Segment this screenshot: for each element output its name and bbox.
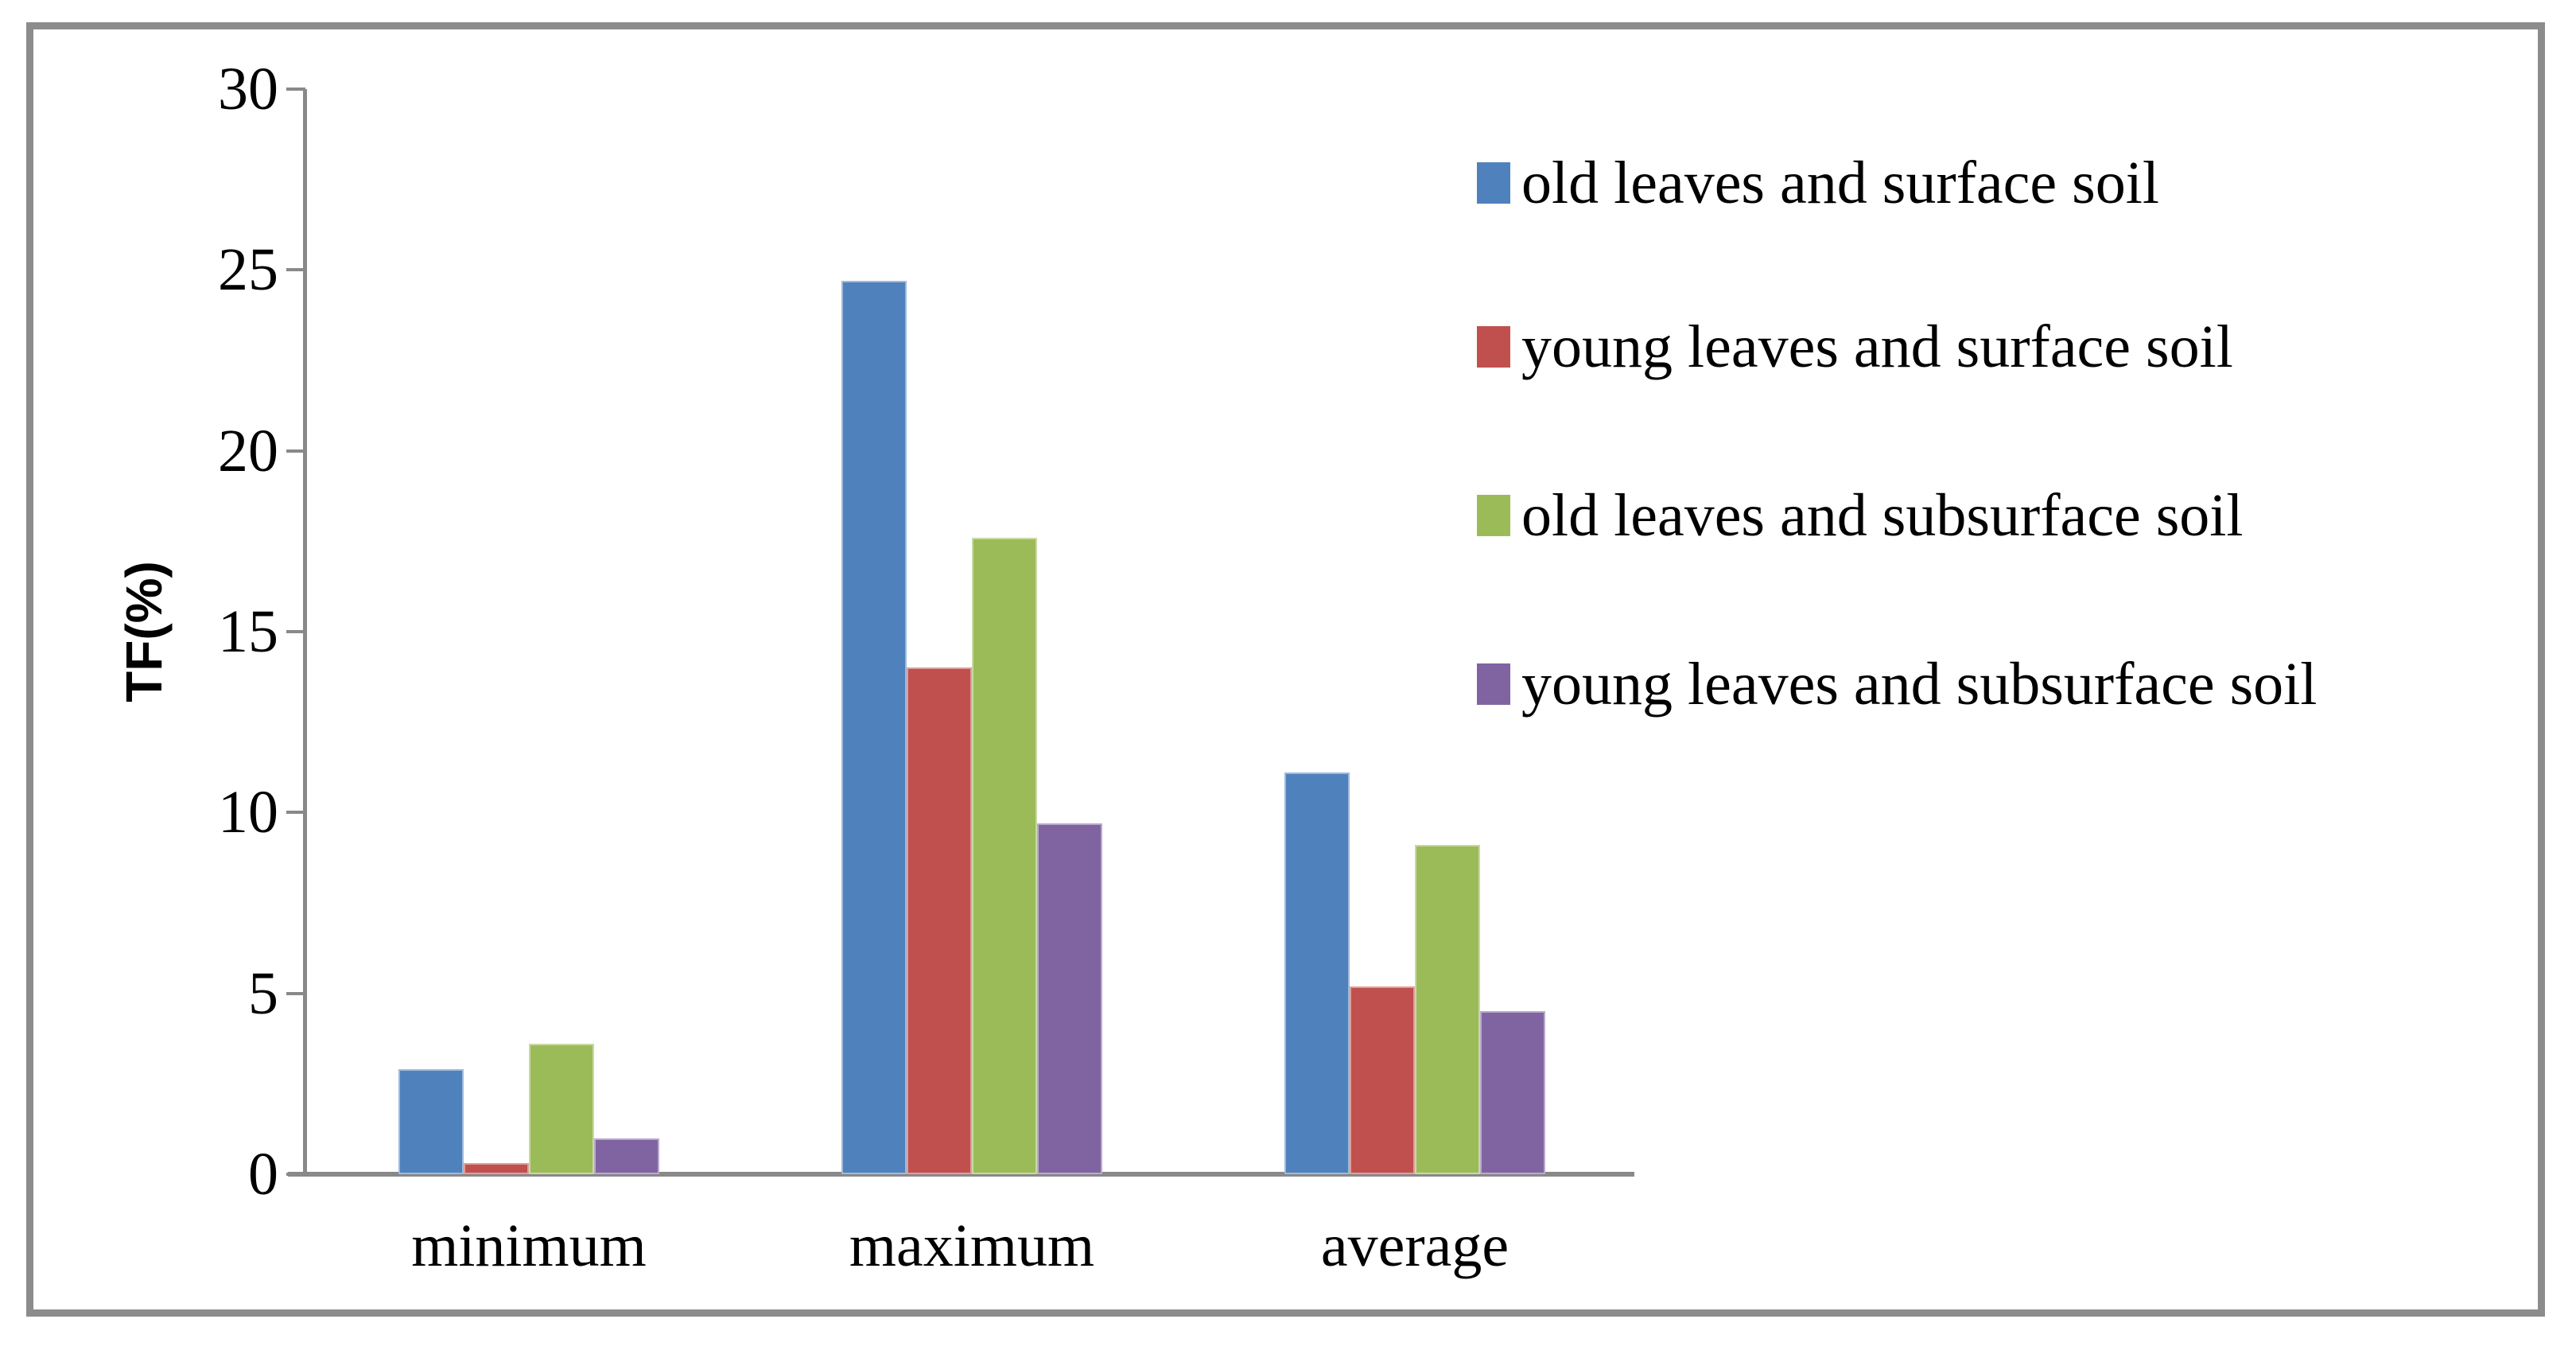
y-tick-mark (286, 991, 305, 995)
bar-minimum-series4 (594, 1138, 659, 1174)
y-tick-label: 10 (218, 779, 278, 846)
legend-label: old leaves and subsurface soil (1521, 481, 2244, 549)
legend-label: young leaves and subsurface soil (1521, 650, 2318, 718)
y-tick-label: 20 (218, 417, 278, 484)
y-tick-mark (286, 268, 305, 272)
y-tick-label: 5 (248, 959, 278, 1027)
x-category-label-average: average (1320, 1212, 1509, 1279)
y-tick-label: 30 (218, 55, 278, 123)
legend-item: old leaves and surface soil (1477, 143, 2159, 223)
legend-swatch-icon (1477, 326, 1510, 368)
legend-swatch-icon (1477, 663, 1510, 705)
bar-average-series3 (1415, 845, 1480, 1174)
bar-maximum-series1 (841, 280, 907, 1174)
y-tick-mark (286, 449, 305, 453)
legend-label: young leaves and surface soil (1521, 313, 2233, 380)
y-tick-mark (286, 1173, 305, 1176)
legend-item: old leaves and subsurface soil (1477, 476, 2244, 555)
y-tick-mark (286, 87, 305, 91)
legend-item: young leaves and subsurface soil (1477, 644, 2317, 724)
y-tick-label: 15 (218, 597, 278, 665)
y-tick-label: 0 (248, 1141, 278, 1208)
bar-maximum-series3 (972, 537, 1037, 1174)
bar-minimum-series3 (529, 1044, 594, 1174)
bar-minimum-series2 (464, 1163, 529, 1174)
bar-average-series2 (1350, 986, 1415, 1174)
y-tick-mark (286, 811, 305, 815)
bar-minimum-series1 (398, 1069, 464, 1174)
y-tick-label: 25 (218, 236, 278, 304)
legend-swatch-icon (1477, 162, 1510, 204)
x-category-label-maximum: maximum (849, 1212, 1095, 1279)
x-axis-line (288, 1172, 1634, 1177)
x-category-label-minimum: minimum (411, 1212, 647, 1279)
bar-maximum-series4 (1037, 823, 1102, 1174)
y-tick-mark (286, 629, 305, 633)
legend-item: young leaves and surface soil (1477, 307, 2233, 387)
bar-maximum-series2 (907, 667, 972, 1174)
bar-average-series1 (1284, 772, 1350, 1174)
legend-swatch-icon (1477, 495, 1510, 536)
bar-average-series4 (1480, 1011, 1545, 1174)
legend-label: old leaves and surface soil (1521, 149, 2159, 216)
